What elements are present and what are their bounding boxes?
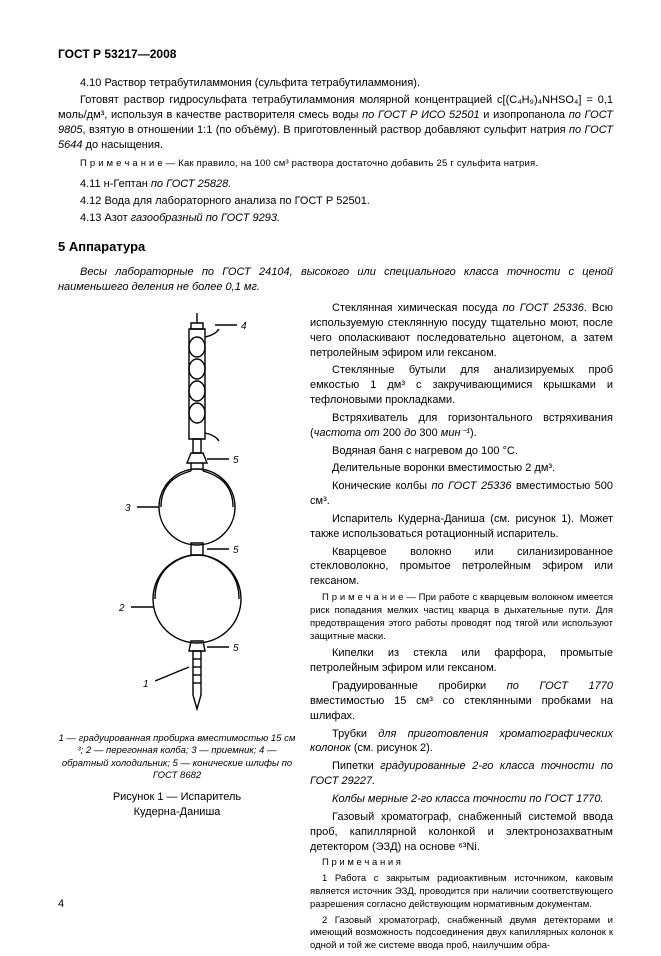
t: 1 — градуированная пробирка вместимостью…: [59, 733, 296, 781]
page-number: 4: [58, 897, 64, 912]
t: по ГОСТ 25336: [431, 480, 511, 492]
r2: Стеклянные бутыли для анализируемых проб…: [310, 363, 613, 408]
svg-text:5: 5: [233, 545, 239, 556]
t: по ГОСТ 1770: [507, 680, 613, 692]
t: 300: [416, 427, 440, 439]
t: Стеклянная химическая посуда: [332, 302, 503, 314]
rn1: П р и м е ч а н и е — При работе с кварц…: [310, 592, 613, 643]
r6: Конические колбы по ГОСТ 25336 вместимос…: [310, 479, 613, 509]
svg-text:5: 5: [233, 643, 239, 654]
figure-column: 4 5 3 5: [58, 301, 296, 956]
rn2: 1 Работа с закрытым радиоактивным источн…: [310, 873, 613, 911]
t: Трубки: [332, 728, 378, 740]
note-1: П р и м е ч а н и е — Как правило, на 10…: [58, 158, 613, 171]
svg-text:5: 5: [233, 455, 239, 466]
figure-1-kudern-danish: 4 5 3 5: [67, 307, 287, 727]
figure-1-label: Рисунок 1 — Испаритель Кудерна-Даниша: [58, 790, 296, 820]
r7: Испаритель Кудерна-Даниша (см. рисунок 1…: [310, 512, 613, 542]
rn-hdr: П р и м е ч а н и я: [310, 857, 613, 870]
t: частота от: [314, 427, 380, 439]
t: по ГОСТ Р ИСО 52501: [362, 109, 479, 121]
r3: Встряхиватель для горизонтального встрях…: [310, 411, 613, 441]
t: (см. рисунок 2).: [351, 742, 433, 754]
t: 200: [380, 427, 404, 439]
r4: Водяная баня с нагревом до 100 °С.: [310, 444, 613, 459]
section-5-title: 5 Аппаратура: [58, 238, 613, 256]
r13: Колбы мерные 2-го класса точности по ГОС…: [310, 792, 613, 807]
p-410: 4.10 Раствор тетрабутиламмония (сульфита…: [58, 76, 613, 91]
t: Пипетки: [332, 760, 380, 772]
p-413: 4.13 Азот газообразный по ГОСТ 9293.: [58, 211, 613, 226]
svg-text:1: 1: [143, 679, 149, 690]
doc-header: ГОСТ Р 53217—2008: [58, 46, 613, 62]
rn3: 2 Газовый хроматограф, снабженный двумя …: [310, 915, 613, 953]
t: по ГОСТ 25828.: [151, 178, 231, 190]
r9: Кипелки из стекла или фарфора, промытые …: [310, 646, 613, 676]
lead-ital: Весы лабораторные по ГОСТ 24104, высоког…: [58, 265, 613, 295]
right-column: Стеклянная химическая посуда по ГОСТ 253…: [310, 301, 613, 956]
r12: Пипетки градуированные 2-го класса точно…: [310, 759, 613, 789]
p-411: 4.11 н-Гептан по ГОСТ 25828.: [58, 177, 613, 192]
t: и изопропанола: [480, 109, 569, 121]
r1: Стеклянная химическая посуда по ГОСТ 253…: [310, 301, 613, 360]
t: до насыщения.: [82, 139, 163, 151]
figure-1-key: 1 — градуированная пробирка вместимостью…: [58, 733, 296, 782]
r11: Трубки для приготовления хроматографичес…: [310, 727, 613, 757]
t: до: [404, 427, 416, 439]
r8: Кварцевое волокно или силанизированное с…: [310, 545, 613, 590]
r14: Газовый хроматограф, снабженный системой…: [310, 810, 613, 855]
svg-text:3: 3: [125, 503, 131, 514]
t: вместимостью 15 см³ со стеклянными пробк…: [310, 695, 613, 722]
p-412: 4.12 Вода для лабораторного анализа по Г…: [58, 194, 613, 209]
svg-text:2: 2: [118, 603, 125, 614]
t: по ГОСТ 25336: [503, 302, 584, 314]
r10: Градуированные пробирки по ГОСТ 1770 вме…: [310, 679, 613, 724]
p-410-body: Готовят раствор гидросульфата тетрабутил…: [58, 93, 613, 152]
r5: Делительные воронки вместимостью 2 дм³.: [310, 461, 613, 476]
t: Градуированные пробирки: [332, 680, 507, 692]
svg-text:4: 4: [241, 321, 247, 332]
t: Конические колбы: [332, 480, 431, 492]
t: , взятую в отношении 1:1 (по объёму). В …: [82, 124, 568, 136]
t: мин⁻¹: [441, 427, 470, 439]
t: 4.13 Азот: [80, 212, 131, 224]
t: 4.11 н-Гептан: [80, 178, 151, 190]
t: ).: [470, 427, 477, 439]
t: газообразный по ГОСТ 9293.: [131, 212, 280, 224]
